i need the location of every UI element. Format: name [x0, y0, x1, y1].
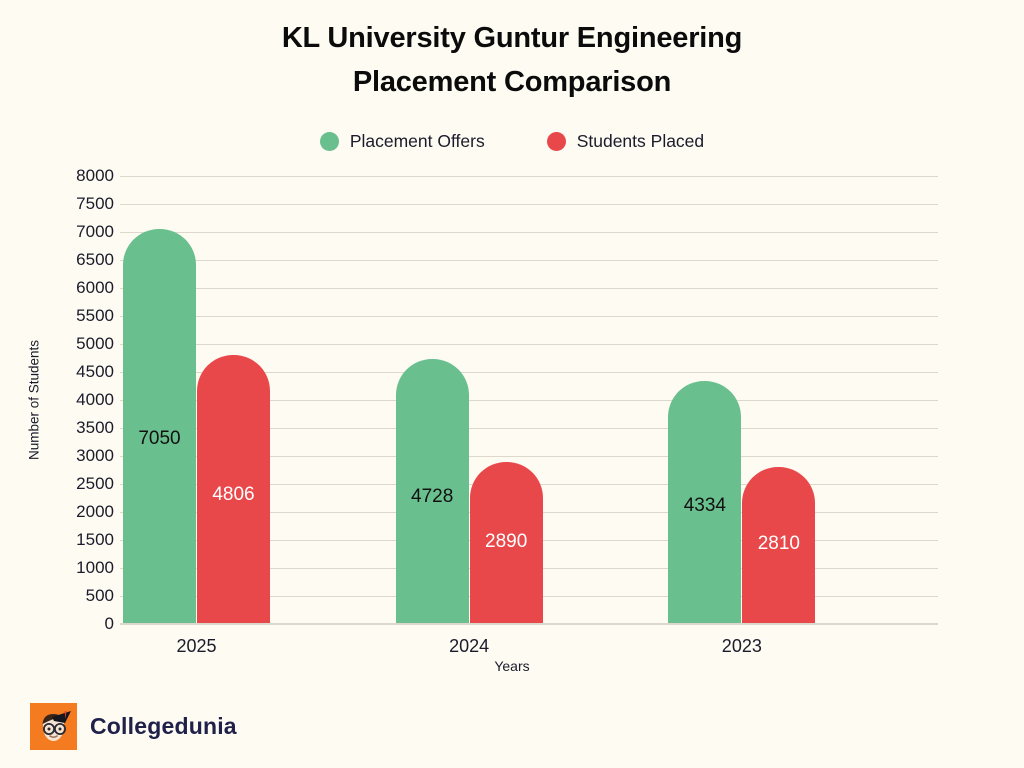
gridline	[120, 204, 938, 205]
bar-value-label: 4728	[411, 485, 454, 507]
y-axis-tick-label: 2500	[76, 474, 114, 493]
y-axis-tick-label: 6500	[76, 250, 114, 269]
brand-name: Collegedunia	[90, 713, 237, 739]
y-axis-title: Number of Students	[26, 339, 42, 461]
legend-item-students-placed[interactable]: Students Placed	[546, 131, 705, 152]
y-axis-tick-label: 4500	[76, 362, 114, 381]
bar-2024-students-placed[interactable]: 2890	[469, 462, 543, 624]
bar-value-label: 4806	[212, 483, 255, 505]
chart-title: KL University Guntur Engineering Placeme…	[0, 16, 1024, 104]
legend-label-students-placed: Students Placed	[576, 131, 705, 151]
graduate-face-icon	[30, 703, 77, 750]
gridline	[120, 344, 938, 345]
x-axis-tick-label: 2023	[721, 636, 762, 656]
gridline	[120, 260, 938, 261]
gridline	[120, 232, 938, 233]
legend-label-placement-offers: Placement Offers	[349, 131, 485, 151]
chart-title-line-1: KL University Guntur Engineering	[281, 22, 743, 54]
bar-2025-students-placed[interactable]: 4806	[197, 354, 270, 624]
y-axis-tick-label: 7500	[76, 194, 114, 213]
gridline	[120, 456, 938, 457]
y-axis-tick-label: 3000	[76, 446, 114, 465]
y-axis-tick-label: 3500	[76, 418, 114, 437]
y-axis-tick-label: 5000	[76, 334, 114, 353]
gridline	[120, 624, 938, 625]
y-axis-tick-label: 4000	[76, 390, 114, 409]
gridline	[120, 316, 938, 317]
chart-title-line-2: Placement Comparison	[352, 66, 672, 98]
gridline	[120, 372, 938, 373]
x-axis-tick-label: 2024	[449, 636, 490, 656]
y-axis-tick-label: 0	[104, 614, 114, 633]
x-axis-tick-label: 2025	[176, 636, 217, 656]
y-axis-tick-label: 7000	[76, 222, 114, 241]
bar-2023-placement-offers[interactable]: 4334	[668, 381, 742, 624]
circle-icon	[546, 132, 566, 151]
gridline	[120, 400, 938, 401]
gridline	[120, 288, 938, 289]
gridline	[120, 176, 938, 177]
chart-legend: Placement Offers Students Placed	[0, 131, 1024, 152]
bar-value-label: 2890	[485, 530, 528, 552]
circle-icon	[319, 132, 339, 151]
legend-item-placement-offers[interactable]: Placement Offers	[319, 131, 485, 152]
bar-value-label: 7050	[138, 428, 181, 450]
y-axis-tick-label: 2000	[76, 502, 114, 521]
y-axis-tick-label: 5500	[76, 306, 114, 325]
bar-value-label: 4334	[683, 495, 726, 517]
bar-2024-placement-offers[interactable]: 4728	[395, 359, 469, 624]
bar-2025-placement-offers[interactable]: 7050	[123, 229, 196, 624]
y-axis-tick-label: 1000	[76, 558, 114, 577]
gridline	[120, 428, 938, 429]
y-axis-tick-label: 500	[85, 586, 114, 605]
bar-2023-students-placed[interactable]: 2810	[742, 466, 816, 624]
x-axis-baseline	[120, 623, 938, 624]
x-axis-title: Years	[494, 658, 530, 674]
bar-value-label: 2810	[757, 532, 800, 554]
y-axis-tick-label: 1500	[76, 530, 114, 549]
plot-area: 8000 7500 7000 6500 6000 5500 5000 4500 4000 3500…	[76, 166, 938, 633]
y-axis-tick-label: 8000	[76, 166, 114, 185]
y-axis-tick-label: 6000	[76, 278, 114, 297]
footer-branding[interactable]: Collegedunia	[30, 703, 237, 750]
